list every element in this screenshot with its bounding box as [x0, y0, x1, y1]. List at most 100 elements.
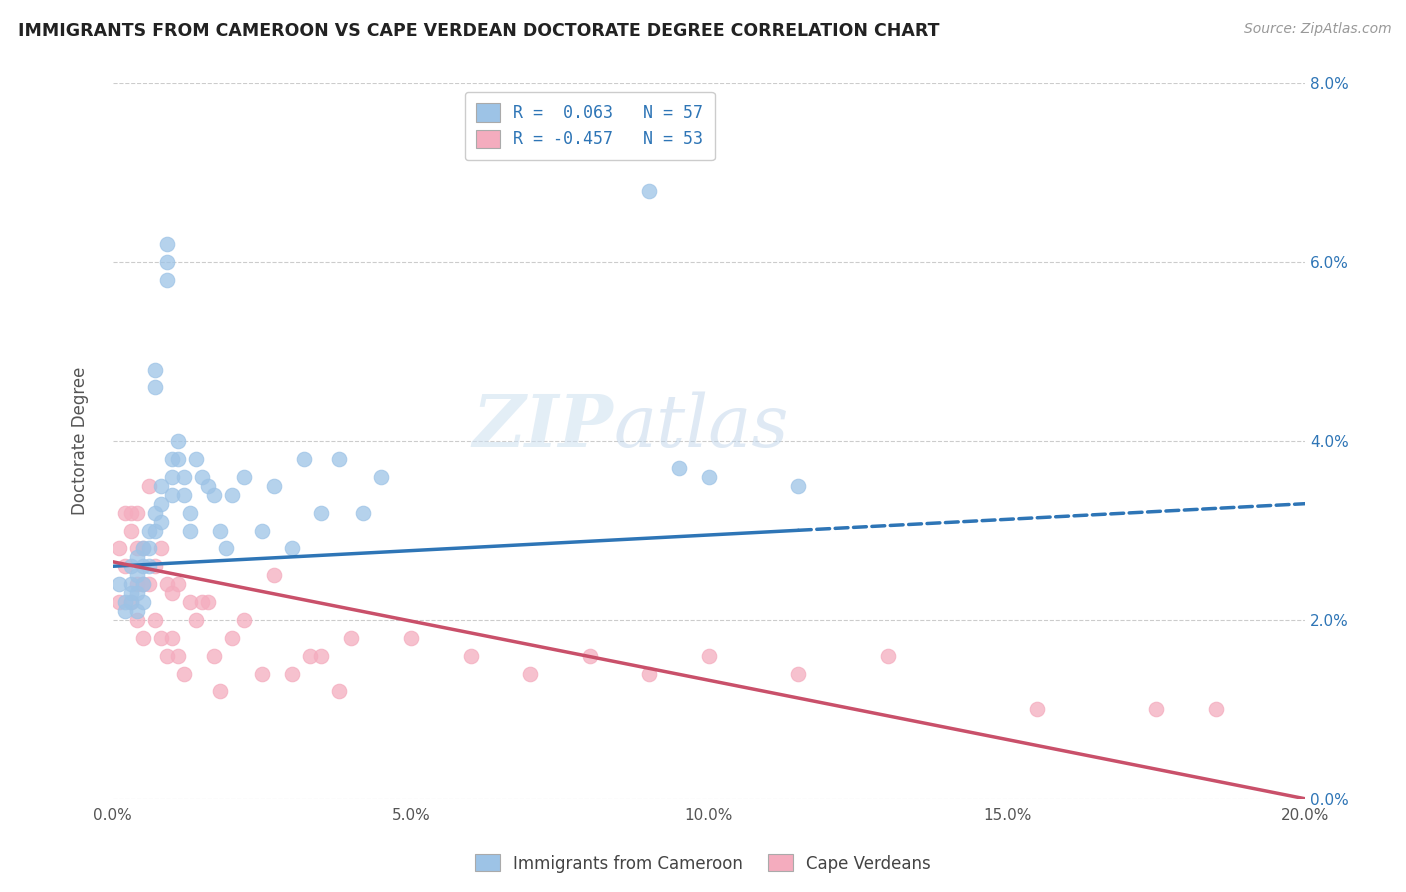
Point	[292, 452, 315, 467]
Point	[162, 470, 184, 484]
Point	[138, 541, 160, 556]
Point	[186, 613, 208, 627]
Point	[108, 595, 131, 609]
Point	[143, 362, 166, 376]
Point	[638, 666, 661, 681]
Point	[138, 479, 160, 493]
Text: ZIP: ZIP	[472, 392, 613, 462]
Point	[460, 648, 482, 663]
Point	[167, 648, 190, 663]
Point	[209, 684, 232, 698]
Point	[328, 684, 350, 698]
Point	[155, 648, 177, 663]
Point	[233, 613, 256, 627]
Point	[125, 613, 148, 627]
Point	[131, 541, 153, 556]
Legend: R =  0.063   N = 57, R = -0.457   N = 53: R = 0.063 N = 57, R = -0.457 N = 53	[465, 92, 714, 160]
Point	[179, 524, 201, 538]
Point	[221, 488, 243, 502]
Point	[298, 648, 321, 663]
Point	[155, 255, 177, 269]
Point	[131, 559, 153, 574]
Point	[1025, 702, 1047, 716]
Text: IMMIGRANTS FROM CAMEROON VS CAPE VERDEAN DOCTORATE DEGREE CORRELATION CHART: IMMIGRANTS FROM CAMEROON VS CAPE VERDEAN…	[18, 22, 939, 40]
Point	[125, 550, 148, 565]
Point	[328, 452, 350, 467]
Point	[370, 470, 392, 484]
Point	[250, 666, 273, 681]
Point	[638, 184, 661, 198]
Point	[209, 524, 232, 538]
Point	[162, 488, 184, 502]
Point	[131, 541, 153, 556]
Point	[149, 541, 172, 556]
Point	[125, 506, 148, 520]
Point	[280, 666, 302, 681]
Point	[697, 470, 720, 484]
Point	[399, 631, 422, 645]
Point	[131, 631, 153, 645]
Point	[167, 452, 190, 467]
Point	[143, 559, 166, 574]
Point	[108, 577, 131, 591]
Point	[149, 631, 172, 645]
Point	[167, 577, 190, 591]
Point	[697, 648, 720, 663]
Point	[668, 461, 690, 475]
Point	[311, 648, 333, 663]
Point	[143, 506, 166, 520]
Point	[138, 559, 160, 574]
Point	[162, 586, 184, 600]
Text: atlas: atlas	[613, 392, 789, 462]
Point	[125, 541, 148, 556]
Point	[233, 470, 256, 484]
Point	[120, 524, 142, 538]
Point	[131, 577, 153, 591]
Point	[108, 541, 131, 556]
Point	[578, 648, 600, 663]
Point	[221, 631, 243, 645]
Point	[173, 470, 195, 484]
Point	[519, 666, 541, 681]
Point	[179, 595, 201, 609]
Point	[120, 595, 142, 609]
Point	[250, 524, 273, 538]
Point	[197, 479, 219, 493]
Point	[131, 595, 153, 609]
Point	[120, 577, 142, 591]
Point	[114, 559, 136, 574]
Text: Source: ZipAtlas.com: Source: ZipAtlas.com	[1244, 22, 1392, 37]
Point	[143, 380, 166, 394]
Point	[143, 613, 166, 627]
Point	[131, 577, 153, 591]
Point	[311, 506, 333, 520]
Point	[787, 666, 810, 681]
Point	[876, 648, 898, 663]
Point	[138, 524, 160, 538]
Point	[167, 434, 190, 449]
Point	[149, 497, 172, 511]
Point	[162, 452, 184, 467]
Point	[143, 524, 166, 538]
Point	[114, 506, 136, 520]
Point	[155, 577, 177, 591]
Point	[149, 515, 172, 529]
Point	[173, 666, 195, 681]
Point	[263, 479, 285, 493]
Point	[202, 488, 225, 502]
Point	[1144, 702, 1167, 716]
Y-axis label: Doctorate Degree: Doctorate Degree	[72, 367, 89, 516]
Point	[191, 595, 214, 609]
Point	[191, 470, 214, 484]
Point	[173, 488, 195, 502]
Point	[352, 506, 374, 520]
Point	[120, 506, 142, 520]
Point	[120, 559, 142, 574]
Point	[197, 595, 219, 609]
Point	[120, 595, 142, 609]
Point	[186, 452, 208, 467]
Point	[179, 506, 201, 520]
Point	[215, 541, 238, 556]
Point	[114, 595, 136, 609]
Point	[155, 273, 177, 287]
